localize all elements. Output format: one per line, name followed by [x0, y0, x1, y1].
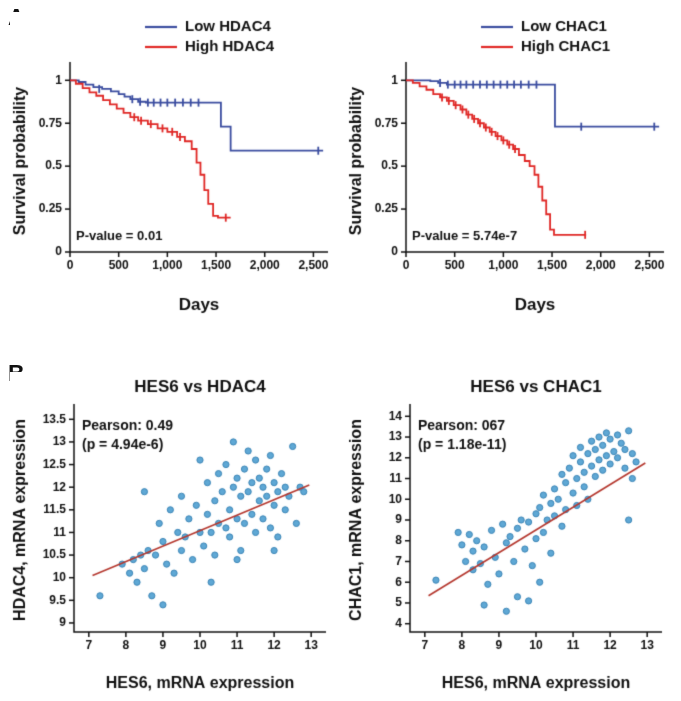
km-chart-chac1: [346, 12, 676, 322]
scatter-chart-hes6-hdac4: [10, 372, 340, 698]
scatter-chart-hes6-chac1: [346, 372, 676, 698]
km-chart-hdac4: [10, 12, 340, 322]
